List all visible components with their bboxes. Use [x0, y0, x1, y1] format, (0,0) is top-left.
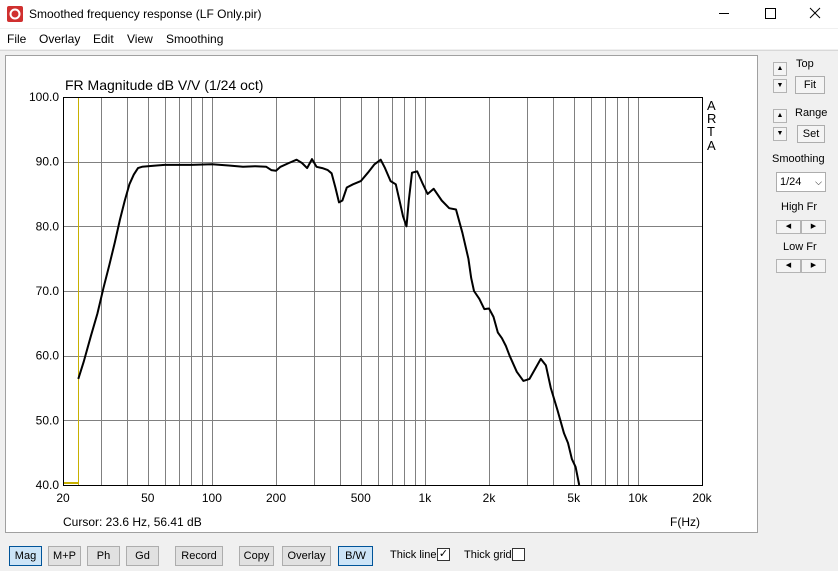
watermark-letter: T [707, 124, 715, 139]
title-bar: Smoothed frequency response (LF Only.pir… [0, 0, 838, 28]
high-fr-stepper: ◀ ▶ [776, 220, 826, 234]
smoothing-value: 1/24 [780, 176, 802, 188]
menu-file[interactable]: File [7, 32, 27, 46]
y-tick-label: 60.0 [36, 349, 60, 363]
high-fr-label: High Fr [781, 201, 818, 213]
fit-button[interactable]: Fit [795, 76, 825, 94]
window-title: Smoothed frequency response (LF Only.pir… [29, 7, 262, 21]
arta-watermark: A R T A [707, 98, 716, 153]
watermark-letter: R [707, 111, 716, 126]
frequency-response-chart[interactable]: 40.0 50.0 60.0 70.0 80.0 90.0 100.0 20 50 100 200… [6, 56, 757, 532]
x-tick-label: 500 [351, 491, 371, 505]
frequency-response-trace [77, 158, 581, 486]
low-fr-label: Low Fr [783, 241, 817, 253]
y-axis-labels: 40.0 50.0 60.0 70.0 80.0 90.0 100.0 [29, 90, 59, 492]
plot-axes-box [63, 97, 703, 486]
thick-line-checkbox[interactable]: ✓ [437, 548, 450, 561]
close-button[interactable] [792, 0, 838, 28]
y-tick-label: 90.0 [36, 155, 60, 169]
y-tick-label: 80.0 [36, 219, 60, 233]
thick-grid-checkbox[interactable] [512, 548, 525, 561]
record-button[interactable]: Record [175, 546, 223, 566]
minimize-button[interactable] [701, 0, 747, 28]
up-arrow-icon: ▲ [776, 65, 784, 72]
range-down-arrow-button[interactable]: ▼ [773, 127, 787, 141]
down-arrow-icon: ▼ [776, 130, 784, 137]
range-label: Range [795, 107, 828, 119]
x-tick-label: 10k [628, 491, 648, 505]
x-tick-label: 100 [202, 491, 222, 505]
y-tick-label: 50.0 [36, 413, 60, 427]
plot-title: FR Magnitude dB V/V (1/24 oct) [65, 77, 263, 93]
x-tick-label: 5k [567, 491, 581, 505]
low-fr-stepper: ◀ ▶ [776, 259, 826, 273]
chevron-down-icon: ⌵ [815, 177, 822, 187]
x-tick-label: 1k [419, 491, 433, 505]
smoothing-label: Smoothing [772, 153, 825, 165]
watermark-letter: A [707, 98, 716, 113]
close-icon [809, 7, 821, 19]
menu-view[interactable]: View [127, 32, 153, 46]
overlay-button[interactable]: Overlay [282, 546, 331, 566]
side-panel: ▲ ▼ Top Fit ▲ ▼ Range Set Smoothing 1/24… [762, 52, 838, 337]
check-icon: ✓ [438, 548, 449, 560]
thick-line-label: Thick line [390, 549, 437, 561]
bw-button[interactable]: B/W [338, 546, 373, 566]
maximize-icon [765, 8, 776, 19]
mag-button[interactable]: Mag [9, 546, 42, 566]
y-tick-label: 40.0 [36, 478, 60, 492]
top-label: Top [796, 58, 814, 70]
group-delay-button[interactable]: Gd [126, 546, 159, 566]
range-up-arrow-button[interactable]: ▲ [773, 109, 787, 123]
mag-phase-button[interactable]: M+P [48, 546, 81, 566]
cursor-readout: Cursor: 23.6 Hz, 56.41 dB [63, 515, 202, 529]
cursor-layer [63, 97, 79, 485]
thick-grid-label: Thick grid [464, 549, 512, 561]
x-tick-label: 50 [141, 491, 155, 505]
up-arrow-icon: ▲ [776, 112, 784, 119]
arta-app-icon [7, 6, 23, 22]
menu-smoothing[interactable]: Smoothing [166, 32, 224, 46]
y-tick-label: 100.0 [29, 90, 59, 104]
down-arrow-icon: ▼ [776, 82, 784, 89]
x-tick-label: 200 [266, 491, 286, 505]
top-down-arrow-button[interactable]: ▼ [773, 79, 787, 93]
grid [63, 97, 702, 485]
x-axis-labels: 20 50 100 200 500 1k 2k 5k 10k 20k [56, 491, 712, 505]
x-tick-label: 2k [483, 491, 497, 505]
high-fr-left-button[interactable]: ◀ [776, 220, 801, 234]
set-button[interactable]: Set [797, 125, 825, 143]
phase-button[interactable]: Ph [87, 546, 120, 566]
low-fr-right-button[interactable]: ▶ [801, 259, 826, 273]
menu-separator [0, 50, 838, 51]
x-tick-label: 20 [56, 491, 70, 505]
x-tick-label: 20k [692, 491, 712, 505]
bottom-toolbar: Mag M+P Ph Gd Record Copy Overlay B/W Th… [0, 537, 838, 571]
menu-edit[interactable]: Edit [93, 32, 114, 46]
y-tick-label: 70.0 [36, 284, 60, 298]
maximize-button[interactable] [747, 0, 793, 28]
top-up-arrow-button[interactable]: ▲ [773, 62, 787, 76]
copy-button[interactable]: Copy [239, 546, 274, 566]
watermark-letter: A [707, 138, 716, 153]
smoothing-select[interactable]: 1/24 ⌵ [776, 172, 826, 192]
menu-overlay[interactable]: Overlay [39, 32, 81, 46]
x-axis-unit-label: F(Hz) [670, 515, 700, 529]
menu-bar: File Overlay Edit View Smoothing [0, 29, 838, 49]
minimize-icon [719, 13, 729, 14]
high-fr-right-button[interactable]: ▶ [801, 220, 826, 234]
low-fr-left-button[interactable]: ◀ [776, 259, 801, 273]
plot-panel[interactable]: 40.0 50.0 60.0 70.0 80.0 90.0 100.0 20 50 100 200… [5, 55, 758, 533]
